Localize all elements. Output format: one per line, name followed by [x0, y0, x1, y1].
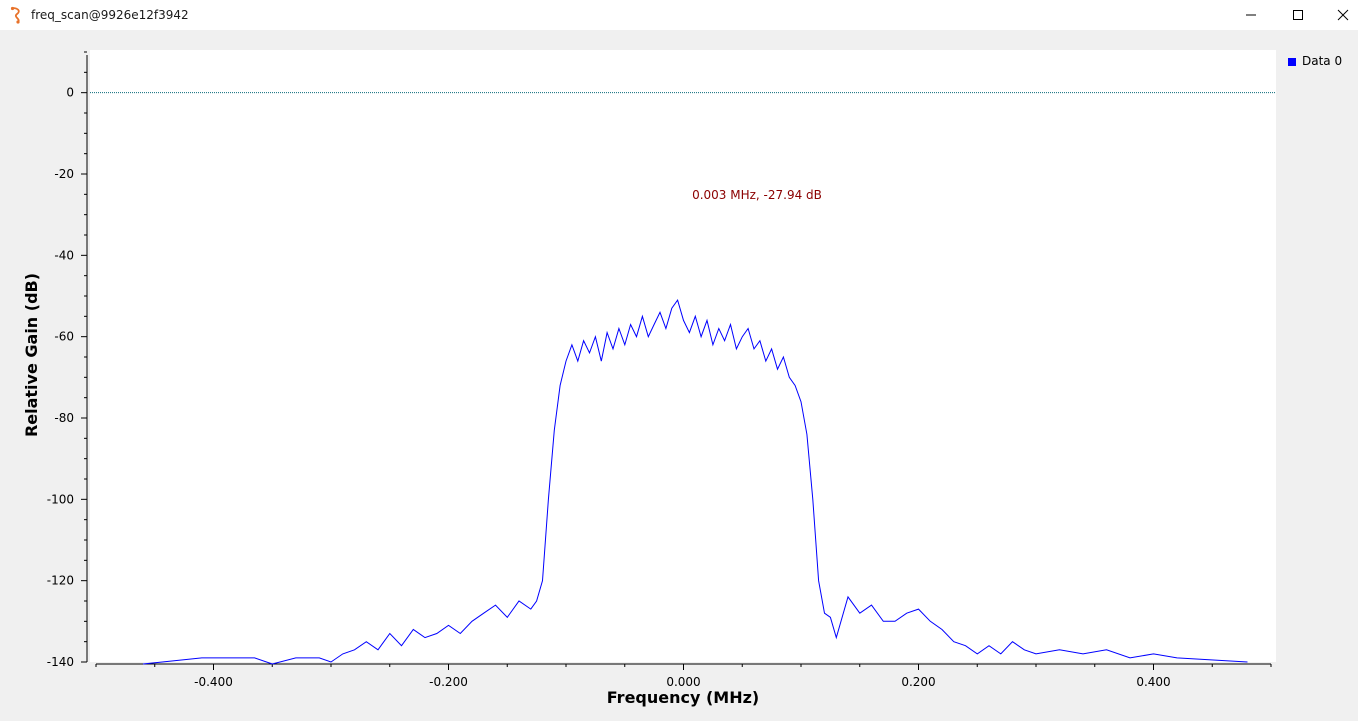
x-tick-label: 0.400: [1136, 675, 1170, 689]
close-button[interactable]: [1320, 0, 1358, 30]
y-tick-label: -140: [47, 655, 74, 669]
x-tick-label: -0.200: [429, 675, 468, 689]
y-axis-label: Relative Gain (dB): [22, 273, 41, 437]
y-tick-label: -40: [54, 248, 74, 262]
marker-label: 0.003 MHz, -27.94 dB: [692, 188, 822, 202]
x-tick-label: 0.000: [666, 675, 700, 689]
title-bar: freq_scan@9926e12f3942: [0, 0, 1358, 30]
minimize-button[interactable]: [1228, 0, 1274, 30]
x-tick-label: 0.200: [901, 675, 935, 689]
x-axis-label: Frequency (MHz): [607, 688, 759, 707]
y-tick-label: -100: [47, 492, 74, 506]
y-tick-label: 0: [66, 86, 74, 100]
window-title: freq_scan@9926e12f3942: [31, 8, 189, 22]
x-tick-label: -0.400: [194, 675, 233, 689]
y-tick-label: -60: [54, 330, 74, 344]
close-icon: [1337, 9, 1349, 21]
plot-area: 0 -20 -40 -60 -80 -100 -120 -140 -0.400 -0.200 0.…: [0, 30, 1358, 717]
maximize-icon: [1293, 10, 1303, 20]
y-tick-label: -20: [54, 167, 74, 181]
frequency-chart[interactable]: 0 -20 -40 -60 -80 -100 -120 -140 -0.400 -0.200 0.…: [0, 30, 1358, 717]
gnuradio-app-icon: [10, 6, 20, 24]
plot-canvas[interactable]: [90, 50, 1276, 662]
maximize-button[interactable]: [1275, 0, 1321, 30]
legend-label: Data 0: [1302, 54, 1343, 68]
y-tick-label: -80: [54, 411, 74, 425]
series-data-0-line: [142, 298, 1248, 665]
x-axis: -0.400 -0.200 0.000 0.200 0.400: [95, 663, 1272, 689]
y-tick-label: -120: [47, 574, 74, 588]
y-axis: 0 -20 -40 -60 -80 -100 -120 -140: [47, 51, 88, 669]
minimize-icon: [1246, 14, 1256, 16]
legend-swatch: [1288, 58, 1296, 66]
